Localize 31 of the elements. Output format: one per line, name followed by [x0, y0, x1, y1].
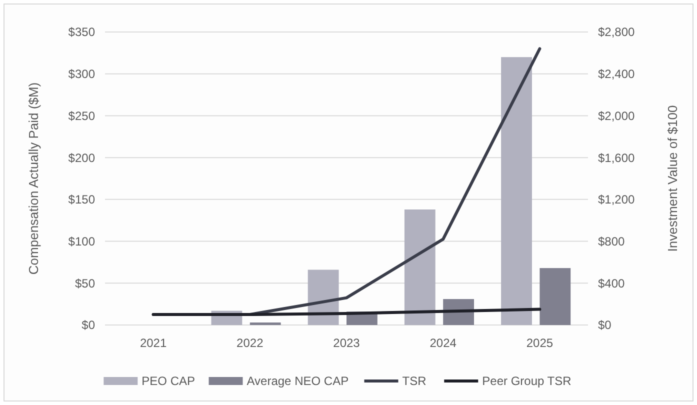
- bar: [250, 322, 281, 325]
- y2-tick-label: $800: [598, 234, 626, 248]
- y2-tick-label: $400: [598, 276, 626, 290]
- y-tick-label: $150: [68, 192, 96, 207]
- y-tick-label: $350: [68, 25, 96, 40]
- y2-tick-label: $2,800: [598, 25, 636, 40]
- x-tick-label: 2024: [430, 336, 457, 350]
- y-tick-label: $250: [68, 108, 96, 123]
- x-tick-label: 2023: [333, 336, 360, 350]
- bar: [501, 57, 532, 325]
- y2-tick-label: $1,600: [598, 150, 636, 165]
- bar: [540, 268, 571, 325]
- y-tick-label: $0: [82, 318, 96, 332]
- x-tick-label: 2021: [140, 336, 167, 350]
- y2-axis-title: Investment Value of $100: [665, 105, 680, 252]
- x-tick-label: 2022: [236, 336, 264, 350]
- y-tick-label: $50: [74, 276, 96, 290]
- y-axis-title: Compensation Actually Paid ($M): [26, 82, 41, 275]
- y-tick-label: $100: [68, 234, 96, 248]
- y2-tick-label: $2,400: [598, 67, 636, 82]
- y2-tick-label: $0: [598, 318, 612, 332]
- bar: [404, 209, 436, 325]
- y2-tick-label: $2,000: [598, 108, 636, 123]
- legend-label: Peer Group TSR: [482, 374, 572, 388]
- legend-label: PEO CAP: [142, 374, 196, 388]
- y2-tick-label: $1,200: [598, 192, 636, 207]
- legend-label: TSR: [402, 374, 427, 388]
- legend-label: Average NEO CAP: [246, 374, 349, 388]
- y-tick-label: $300: [68, 67, 96, 82]
- x-tick-label: 2025: [526, 336, 554, 350]
- y-tick-label: $200: [68, 150, 96, 165]
